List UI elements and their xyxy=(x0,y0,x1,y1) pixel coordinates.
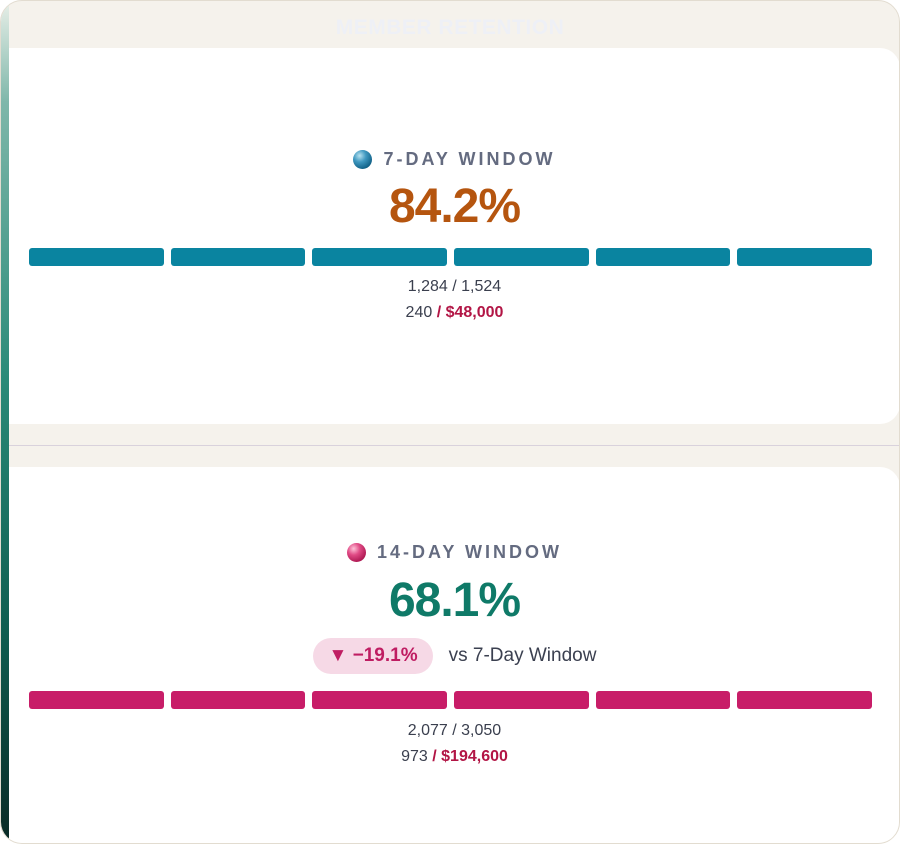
delta-comparison: vs 7-Day Window xyxy=(448,645,597,666)
bar-segment xyxy=(170,248,306,266)
revenue-line: 240 / $48,000 xyxy=(9,304,899,322)
teal-sphere-icon xyxy=(353,150,373,169)
accent-strip xyxy=(1,1,9,843)
window-label: 14-DAY WINDOW xyxy=(376,542,563,562)
card-label-row: 14-DAY WINDOW xyxy=(9,542,899,563)
bar-segment xyxy=(454,248,589,266)
window-label: 7-DAY WINDOW xyxy=(383,149,556,169)
delta-row: ▼ −19.1% vs 7-Day Window xyxy=(9,638,899,674)
card-14-day-window: 14-DAY WINDOW 68.1% ▼ −19.1% vs 7-Day Wi… xyxy=(9,467,899,843)
member-counts: 2,077 / 3,050 xyxy=(407,722,502,739)
card-label-row: 7-DAY WINDOW xyxy=(9,149,899,170)
bar-segment xyxy=(29,248,164,266)
divider xyxy=(9,445,899,446)
bar-segment xyxy=(454,691,589,709)
page-title: MEMBER RETENTION xyxy=(335,16,565,39)
card-7-day-window: 7-DAY WINDOW 84.2% 1,284 / 1,524 240 / $… xyxy=(9,48,899,424)
segment-bar xyxy=(29,691,873,709)
bar-segment xyxy=(595,691,731,709)
retention-value: 84.2% xyxy=(388,180,521,233)
bar-segment xyxy=(170,691,306,709)
segment-bar xyxy=(29,248,873,266)
bar-segment xyxy=(312,248,448,266)
member-counts: 1,284 / 1,524 xyxy=(407,278,502,295)
revenue-amount: / $48,000 xyxy=(436,304,504,321)
bar-segment xyxy=(29,691,164,709)
bar-segment xyxy=(737,248,873,266)
bar-segment xyxy=(595,248,731,266)
pink-sphere-icon xyxy=(346,543,366,562)
bar-segment xyxy=(737,691,873,709)
bar-segment xyxy=(312,691,448,709)
delta-badge: ▼ −19.1% xyxy=(312,638,433,674)
revenue-amount: / $194,600 xyxy=(432,748,508,765)
secondary-count: 240 xyxy=(405,304,433,321)
retention-value: 68.1% xyxy=(388,574,521,627)
secondary-count: 973 xyxy=(401,748,428,765)
revenue-line: 973 / $194,600 xyxy=(9,748,899,766)
